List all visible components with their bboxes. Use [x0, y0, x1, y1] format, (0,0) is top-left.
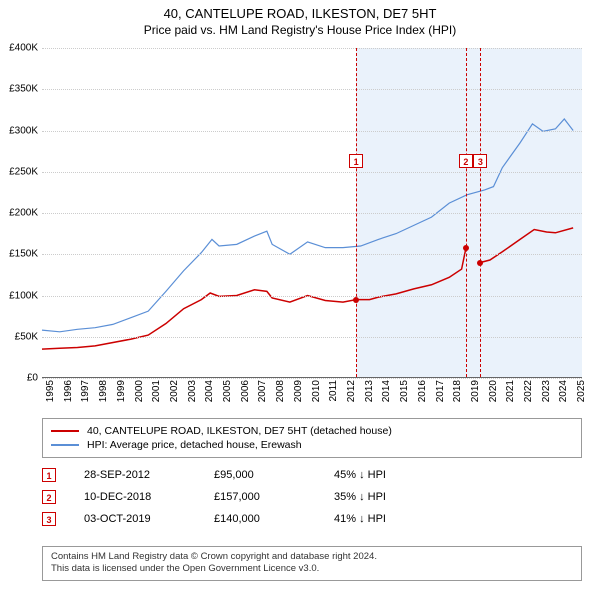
x-tick-label: 2014 — [381, 380, 392, 410]
event-marker-on-chart: 2 — [459, 154, 473, 168]
events-table: 1 28-SEP-2012£95,00045% ↓ HPI 2 10-DEC-2018… — [42, 464, 582, 530]
series-hpi — [42, 119, 573, 332]
legend-row: HPI: Average price, detached house, Erew… — [51, 438, 573, 452]
x-tick-label: 2022 — [523, 380, 534, 410]
x-tick-label: 1995 — [45, 380, 56, 410]
event-row: 3 03-OCT-2019£140,00041% ↓ HPI — [42, 508, 582, 530]
event-price: £157,000 — [214, 491, 334, 503]
gridline — [42, 213, 582, 214]
y-tick-label: £150K — [0, 249, 38, 260]
chart-area: £0£50K£100K£150K£200K£250K£300K£350K£400… — [42, 48, 582, 378]
x-tick-label: 2019 — [470, 380, 481, 410]
y-tick-label: £100K — [0, 290, 38, 301]
footer-line1: Contains HM Land Registry data © Crown c… — [51, 551, 573, 563]
sale-point — [463, 245, 469, 251]
event-marker-on-chart: 3 — [473, 154, 487, 168]
event-vline — [466, 48, 467, 377]
x-tick-label: 2004 — [204, 380, 215, 410]
event-delta: 35% ↓ HPI — [334, 491, 386, 503]
x-tick-label: 2010 — [311, 380, 322, 410]
x-tick-label: 1997 — [80, 380, 91, 410]
y-tick-label: £400K — [0, 43, 38, 54]
y-tick-label: £350K — [0, 84, 38, 95]
chart-title: 40, CANTELUPE ROAD, ILKESTON, DE7 5HT — [0, 0, 600, 21]
series-property — [42, 290, 356, 349]
event-row: 1 28-SEP-2012£95,00045% ↓ HPI — [42, 464, 582, 486]
x-tick-label: 2011 — [328, 380, 339, 410]
event-vline — [356, 48, 357, 377]
event-marker: 3 — [42, 512, 56, 526]
x-tick-label: 2013 — [364, 380, 375, 410]
legend-label: HPI: Average price, detached house, Erew… — [87, 439, 302, 451]
sale-point — [477, 260, 483, 266]
event-marker: 1 — [42, 468, 56, 482]
x-tick-label: 2020 — [488, 380, 499, 410]
plot-region: £0£50K£100K£150K£200K£250K£300K£350K£400… — [42, 48, 582, 378]
event-row: 2 10-DEC-2018£157,00035% ↓ HPI — [42, 486, 582, 508]
x-tick-label: 2024 — [558, 380, 569, 410]
footer-note: Contains HM Land Registry data © Crown c… — [42, 546, 582, 581]
x-tick-label: 2025 — [576, 380, 587, 410]
x-tick-label: 2015 — [399, 380, 410, 410]
event-marker-on-chart: 1 — [349, 154, 363, 168]
gridline — [42, 378, 582, 379]
gridline — [42, 254, 582, 255]
x-tick-label: 1998 — [98, 380, 109, 410]
x-tick-label: 2021 — [505, 380, 516, 410]
y-tick-label: £250K — [0, 166, 38, 177]
legend: 40, CANTELUPE ROAD, ILKESTON, DE7 5HT (d… — [42, 418, 582, 458]
x-tick-label: 2005 — [222, 380, 233, 410]
event-date: 28-SEP-2012 — [84, 469, 214, 481]
gridline — [42, 296, 582, 297]
gridline — [42, 131, 582, 132]
gridline — [42, 172, 582, 173]
x-tick-label: 2002 — [169, 380, 180, 410]
event-vline — [480, 48, 481, 377]
x-tick-label: 2018 — [452, 380, 463, 410]
chart-subtitle: Price paid vs. HM Land Registry's House … — [0, 21, 600, 37]
legend-swatch — [51, 430, 79, 432]
x-tick-label: 2008 — [275, 380, 286, 410]
legend-swatch — [51, 444, 79, 446]
x-tick-label: 2003 — [187, 380, 198, 410]
footer-line2: This data is licensed under the Open Gov… — [51, 563, 573, 575]
legend-label: 40, CANTELUPE ROAD, ILKESTON, DE7 5HT (d… — [87, 425, 392, 437]
event-price: £95,000 — [214, 469, 334, 481]
x-tick-label: 2000 — [134, 380, 145, 410]
gridline — [42, 89, 582, 90]
x-tick-label: 2007 — [257, 380, 268, 410]
x-tick-label: 2009 — [293, 380, 304, 410]
y-tick-label: £300K — [0, 125, 38, 136]
event-date: 03-OCT-2019 — [84, 513, 214, 525]
event-price: £140,000 — [214, 513, 334, 525]
sale-point — [353, 297, 359, 303]
gridline — [42, 337, 582, 338]
legend-row: 40, CANTELUPE ROAD, ILKESTON, DE7 5HT (d… — [51, 424, 573, 438]
x-tick-label: 2017 — [435, 380, 446, 410]
gridline — [42, 48, 582, 49]
x-tick-label: 2012 — [346, 380, 357, 410]
x-tick-label: 2001 — [151, 380, 162, 410]
y-tick-label: £200K — [0, 208, 38, 219]
y-tick-label: £50K — [0, 331, 38, 342]
x-tick-label: 2023 — [541, 380, 552, 410]
event-delta: 45% ↓ HPI — [334, 469, 386, 481]
x-tick-label: 1999 — [116, 380, 127, 410]
event-date: 10-DEC-2018 — [84, 491, 214, 503]
x-tick-label: 2016 — [417, 380, 428, 410]
y-tick-label: £0 — [0, 373, 38, 384]
series-property — [480, 228, 573, 263]
event-delta: 41% ↓ HPI — [334, 513, 386, 525]
event-marker: 2 — [42, 490, 56, 504]
x-tick-label: 1996 — [63, 380, 74, 410]
x-tick-label: 2006 — [240, 380, 251, 410]
series-property — [356, 248, 466, 299]
